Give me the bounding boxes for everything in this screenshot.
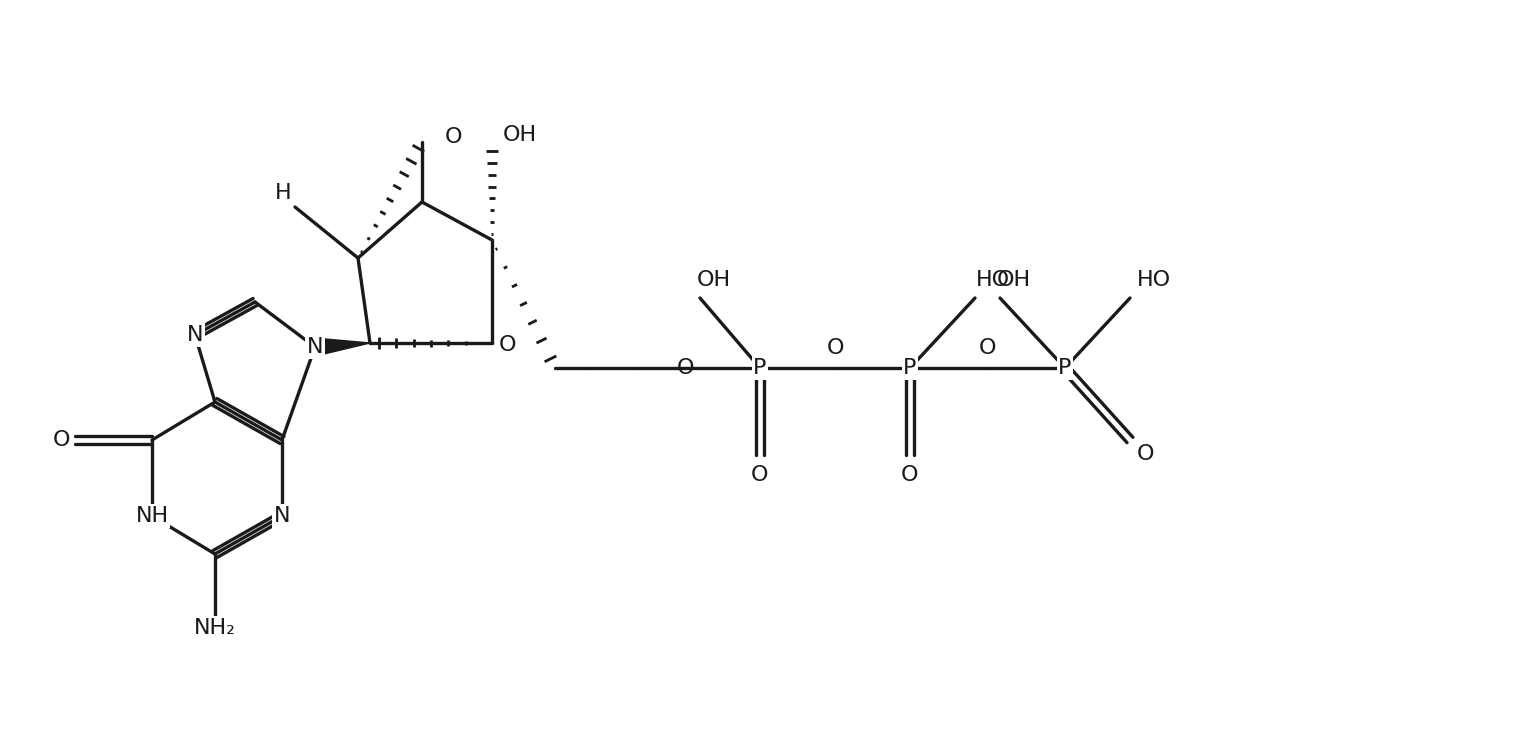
Text: O: O: [1137, 444, 1154, 464]
Text: N: N: [307, 337, 324, 357]
Text: N: N: [273, 506, 290, 526]
Text: O: O: [52, 430, 69, 450]
Text: NH: NH: [135, 506, 169, 526]
Text: HO: HO: [1137, 270, 1171, 290]
Text: O: O: [751, 465, 769, 485]
Text: O: O: [445, 127, 462, 147]
Text: H: H: [275, 183, 292, 203]
Text: NH₂: NH₂: [193, 618, 236, 638]
Text: N: N: [187, 325, 203, 345]
Text: O: O: [826, 338, 844, 358]
Text: O: O: [677, 358, 694, 378]
Text: OH: OH: [996, 270, 1032, 290]
Text: O: O: [499, 335, 517, 355]
Text: HO: HO: [976, 270, 1010, 290]
Polygon shape: [315, 338, 370, 356]
Text: P: P: [754, 358, 766, 378]
Text: P: P: [1058, 358, 1071, 378]
Text: O: O: [901, 465, 919, 485]
Text: P: P: [903, 358, 916, 378]
Text: O: O: [979, 338, 996, 358]
Text: OH: OH: [697, 270, 731, 290]
Text: OH: OH: [503, 125, 537, 145]
